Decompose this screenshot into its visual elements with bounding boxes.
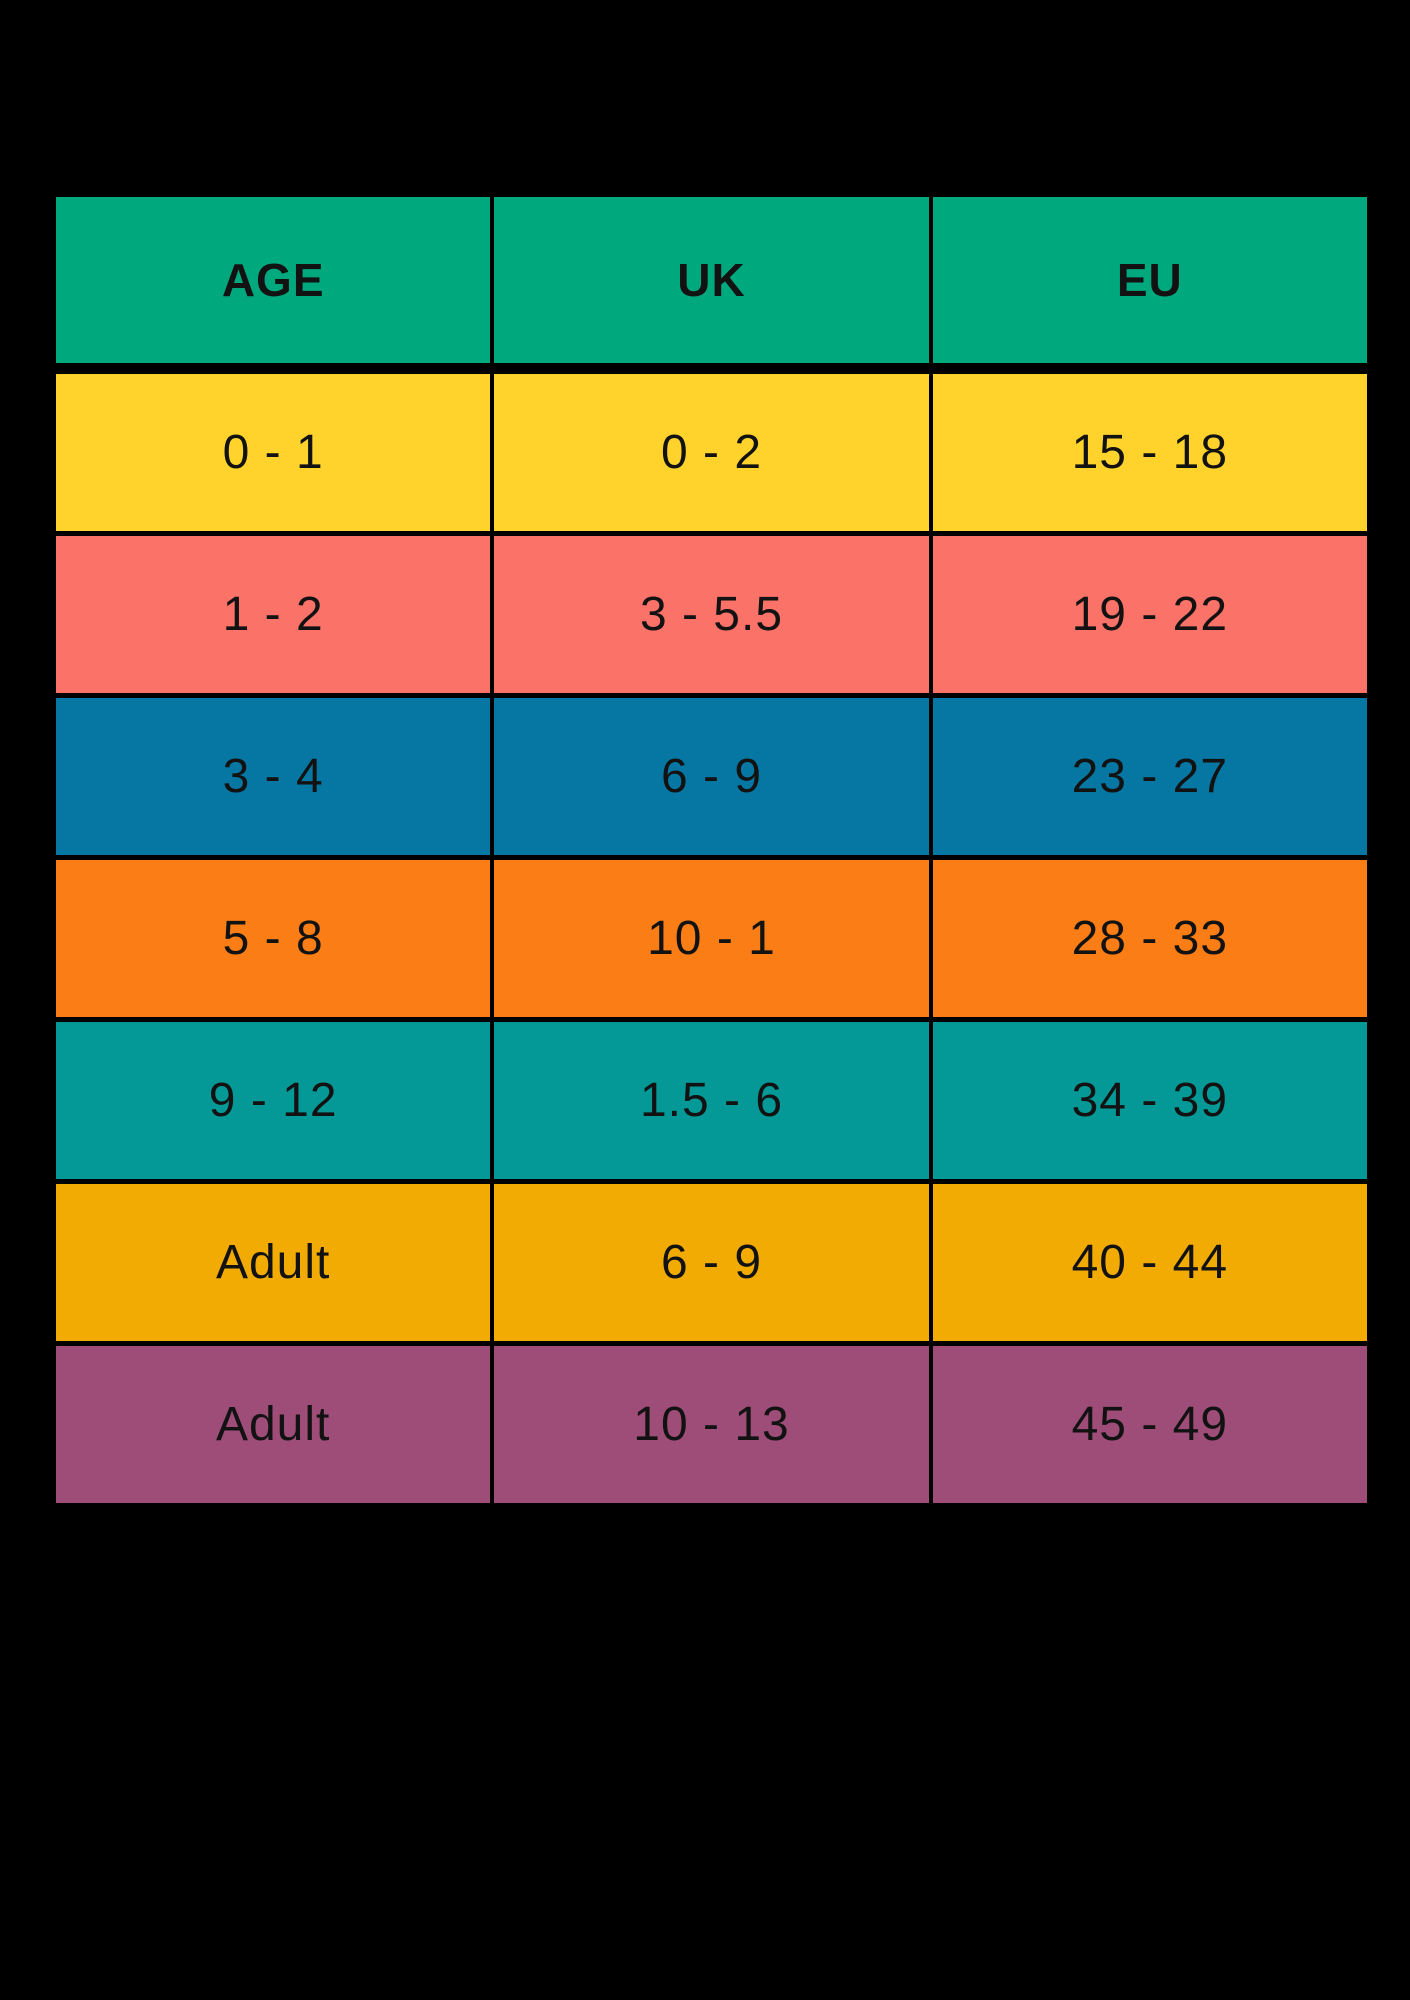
table-row: 5 - 8 10 - 1 28 - 33	[56, 860, 1367, 1017]
uk-cell: 10 - 13	[494, 1346, 929, 1503]
eu-cell: 19 - 22	[932, 536, 1367, 693]
age-cell: 3 - 4	[56, 698, 491, 855]
uk-cell: 6 - 9	[494, 698, 929, 855]
uk-cell: 3 - 5.5	[494, 536, 929, 693]
header-cell-eu: EU	[932, 197, 1367, 363]
age-cell: Adult	[56, 1346, 491, 1503]
header-cell-uk: UK	[494, 197, 929, 363]
uk-cell: 6 - 9	[494, 1184, 929, 1341]
age-cell: 1 - 2	[56, 536, 491, 693]
age-cell: 5 - 8	[56, 860, 491, 1017]
eu-cell: 34 - 39	[932, 1022, 1367, 1179]
uk-cell: 0 - 2	[494, 374, 929, 531]
uk-cell: 1.5 - 6	[494, 1022, 929, 1179]
header-cell-age: AGE	[56, 197, 491, 363]
age-cell: 9 - 12	[56, 1022, 491, 1179]
table-row: 9 - 12 1.5 - 6 34 - 39	[56, 1022, 1367, 1179]
eu-cell: 28 - 33	[932, 860, 1367, 1017]
uk-cell: 10 - 1	[494, 860, 929, 1017]
age-cell: 0 - 1	[56, 374, 491, 531]
eu-cell: 45 - 49	[932, 1346, 1367, 1503]
eu-cell: 40 - 44	[932, 1184, 1367, 1341]
table-header-row: AGE UK EU	[56, 197, 1367, 363]
eu-cell: 23 - 27	[932, 698, 1367, 855]
age-cell: Adult	[56, 1184, 491, 1341]
table-row: Adult 10 - 13 45 - 49	[56, 1346, 1367, 1503]
table-row: Adult 6 - 9 40 - 44	[56, 1184, 1367, 1341]
eu-cell: 15 - 18	[932, 374, 1367, 531]
